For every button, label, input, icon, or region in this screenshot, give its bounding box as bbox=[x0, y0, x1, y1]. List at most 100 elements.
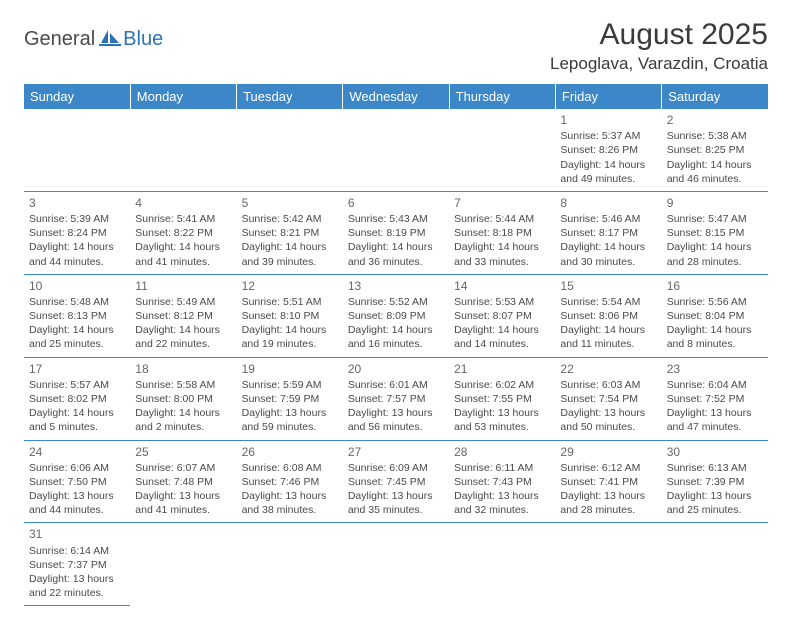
sunrise-text: Sunrise: 6:06 AM bbox=[29, 461, 125, 475]
daylight-text: Daylight: 13 hours bbox=[560, 489, 656, 503]
sunrise-text: Sunrise: 5:56 AM bbox=[667, 295, 763, 309]
day-number: 25 bbox=[135, 444, 231, 460]
daylight-text: Daylight: 14 hours bbox=[135, 323, 231, 337]
sunset-text: Sunset: 8:13 PM bbox=[29, 309, 125, 323]
calendar-day-cell: 26Sunrise: 6:08 AMSunset: 7:46 PMDayligh… bbox=[237, 440, 343, 523]
daylight-text: Daylight: 14 hours bbox=[29, 323, 125, 337]
weekday-header: Wednesday bbox=[343, 84, 449, 109]
calendar-day-cell: 19Sunrise: 5:59 AMSunset: 7:59 PMDayligh… bbox=[237, 357, 343, 440]
calendar-day-cell: 6Sunrise: 5:43 AMSunset: 8:19 PMDaylight… bbox=[343, 191, 449, 274]
daylight-text: Daylight: 14 hours bbox=[29, 406, 125, 420]
daylight-text: and 22 minutes. bbox=[135, 337, 231, 351]
daylight-text: Daylight: 13 hours bbox=[667, 406, 763, 420]
weekday-row: Sunday Monday Tuesday Wednesday Thursday… bbox=[24, 84, 768, 109]
sunrise-text: Sunrise: 5:44 AM bbox=[454, 212, 550, 226]
calendar-day-cell bbox=[662, 523, 768, 606]
calendar-day-cell: 23Sunrise: 6:04 AMSunset: 7:52 PMDayligh… bbox=[662, 357, 768, 440]
calendar-day-cell: 21Sunrise: 6:02 AMSunset: 7:55 PMDayligh… bbox=[449, 357, 555, 440]
sunset-text: Sunset: 8:22 PM bbox=[135, 226, 231, 240]
calendar-day-cell: 31Sunrise: 6:14 AMSunset: 7:37 PMDayligh… bbox=[24, 523, 130, 606]
day-number: 30 bbox=[667, 444, 763, 460]
sunrise-text: Sunrise: 5:42 AM bbox=[242, 212, 338, 226]
sunrise-text: Sunrise: 5:48 AM bbox=[29, 295, 125, 309]
daylight-text: Daylight: 13 hours bbox=[135, 489, 231, 503]
calendar-day-cell: 12Sunrise: 5:51 AMSunset: 8:10 PMDayligh… bbox=[237, 274, 343, 357]
day-number: 7 bbox=[454, 195, 550, 211]
sunrise-text: Sunrise: 5:43 AM bbox=[348, 212, 444, 226]
calendar-day-cell: 2Sunrise: 5:38 AMSunset: 8:25 PMDaylight… bbox=[662, 109, 768, 191]
daylight-text: Daylight: 14 hours bbox=[135, 406, 231, 420]
sunrise-text: Sunrise: 6:04 AM bbox=[667, 378, 763, 392]
sunrise-text: Sunrise: 5:39 AM bbox=[29, 212, 125, 226]
logo-text-dark: General bbox=[24, 28, 95, 51]
day-number: 20 bbox=[348, 361, 444, 377]
sunrise-text: Sunrise: 6:11 AM bbox=[454, 461, 550, 475]
day-number: 17 bbox=[29, 361, 125, 377]
day-number: 1 bbox=[560, 112, 656, 128]
sunset-text: Sunset: 7:39 PM bbox=[667, 475, 763, 489]
sunset-text: Sunset: 7:57 PM bbox=[348, 392, 444, 406]
page-title: August 2025 bbox=[550, 18, 768, 52]
day-number: 26 bbox=[242, 444, 338, 460]
sunset-text: Sunset: 8:25 PM bbox=[667, 143, 763, 157]
daylight-text: and 35 minutes. bbox=[348, 503, 444, 517]
daylight-text: and 59 minutes. bbox=[242, 420, 338, 434]
calendar-day-cell bbox=[130, 523, 236, 606]
calendar-day-cell: 11Sunrise: 5:49 AMSunset: 8:12 PMDayligh… bbox=[130, 274, 236, 357]
day-number: 4 bbox=[135, 195, 231, 211]
sunrise-text: Sunrise: 5:54 AM bbox=[560, 295, 656, 309]
sunrise-text: Sunrise: 5:37 AM bbox=[560, 129, 656, 143]
day-number: 21 bbox=[454, 361, 550, 377]
calendar-day-cell: 29Sunrise: 6:12 AMSunset: 7:41 PMDayligh… bbox=[555, 440, 661, 523]
daylight-text: and 2 minutes. bbox=[135, 420, 231, 434]
day-number: 29 bbox=[560, 444, 656, 460]
sunset-text: Sunset: 8:02 PM bbox=[29, 392, 125, 406]
sunrise-text: Sunrise: 6:02 AM bbox=[454, 378, 550, 392]
weekday-header: Thursday bbox=[449, 84, 555, 109]
sunrise-text: Sunrise: 6:12 AM bbox=[560, 461, 656, 475]
daylight-text: and 56 minutes. bbox=[348, 420, 444, 434]
daylight-text: Daylight: 13 hours bbox=[560, 406, 656, 420]
daylight-text: Daylight: 14 hours bbox=[242, 323, 338, 337]
calendar-day-cell bbox=[555, 523, 661, 606]
daylight-text: Daylight: 14 hours bbox=[454, 323, 550, 337]
calendar-day-cell: 22Sunrise: 6:03 AMSunset: 7:54 PMDayligh… bbox=[555, 357, 661, 440]
calendar-week-row: 3Sunrise: 5:39 AMSunset: 8:24 PMDaylight… bbox=[24, 191, 768, 274]
daylight-text: and 5 minutes. bbox=[29, 420, 125, 434]
day-number: 8 bbox=[560, 195, 656, 211]
day-number: 11 bbox=[135, 278, 231, 294]
daylight-text: Daylight: 14 hours bbox=[29, 240, 125, 254]
calendar-week-row: 1Sunrise: 5:37 AMSunset: 8:26 PMDaylight… bbox=[24, 109, 768, 191]
sunset-text: Sunset: 7:43 PM bbox=[454, 475, 550, 489]
calendar-day-cell bbox=[343, 109, 449, 191]
daylight-text: and 50 minutes. bbox=[560, 420, 656, 434]
sunset-text: Sunset: 7:46 PM bbox=[242, 475, 338, 489]
daylight-text: Daylight: 14 hours bbox=[560, 323, 656, 337]
sunset-text: Sunset: 8:18 PM bbox=[454, 226, 550, 240]
calendar-day-cell: 28Sunrise: 6:11 AMSunset: 7:43 PMDayligh… bbox=[449, 440, 555, 523]
daylight-text: Daylight: 14 hours bbox=[667, 240, 763, 254]
day-number: 13 bbox=[348, 278, 444, 294]
day-number: 24 bbox=[29, 444, 125, 460]
sunset-text: Sunset: 7:59 PM bbox=[242, 392, 338, 406]
calendar-week-row: 10Sunrise: 5:48 AMSunset: 8:13 PMDayligh… bbox=[24, 274, 768, 357]
day-number: 16 bbox=[667, 278, 763, 294]
daylight-text: and 28 minutes. bbox=[560, 503, 656, 517]
daylight-text: and 25 minutes. bbox=[29, 337, 125, 351]
sunset-text: Sunset: 8:10 PM bbox=[242, 309, 338, 323]
sunset-text: Sunset: 8:24 PM bbox=[29, 226, 125, 240]
sunset-text: Sunset: 8:21 PM bbox=[242, 226, 338, 240]
sunset-text: Sunset: 8:12 PM bbox=[135, 309, 231, 323]
daylight-text: and 46 minutes. bbox=[667, 172, 763, 186]
daylight-text: and 38 minutes. bbox=[242, 503, 338, 517]
calendar-week-row: 31Sunrise: 6:14 AMSunset: 7:37 PMDayligh… bbox=[24, 523, 768, 606]
sunrise-text: Sunrise: 6:13 AM bbox=[667, 461, 763, 475]
daylight-text: and 53 minutes. bbox=[454, 420, 550, 434]
sunset-text: Sunset: 8:19 PM bbox=[348, 226, 444, 240]
calendar-table: Sunday Monday Tuesday Wednesday Thursday… bbox=[24, 84, 768, 606]
day-number: 12 bbox=[242, 278, 338, 294]
day-number: 5 bbox=[242, 195, 338, 211]
daylight-text: and 25 minutes. bbox=[667, 503, 763, 517]
calendar-day-cell bbox=[237, 523, 343, 606]
sunrise-text: Sunrise: 5:53 AM bbox=[454, 295, 550, 309]
